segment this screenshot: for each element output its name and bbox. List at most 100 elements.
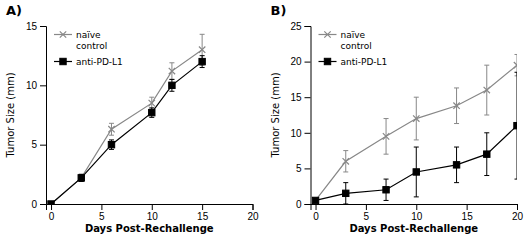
legend-label: naïvecontrol: [341, 30, 372, 51]
point: [343, 190, 349, 196]
x-tick-label: 15: [462, 211, 474, 222]
panel: 051015200510152025Days Post-RechallengeT…: [270, 3, 524, 234]
error-bar: [200, 56, 205, 68]
legend-label-line: anti-PD-L1: [76, 57, 123, 67]
error-bar: [454, 147, 459, 183]
y-tick-label: 25: [290, 21, 302, 32]
x-tick-label: 0: [313, 211, 319, 222]
point: [108, 141, 114, 147]
plot-area: 051015200510152025Days Post-RechallengeT…: [270, 21, 524, 234]
y-tick: 0: [296, 199, 311, 210]
x-axis: 0 5 10 15 20: [47, 204, 259, 222]
legend-label-line: naïve: [341, 30, 366, 40]
x-tick: 5: [99, 204, 105, 222]
point: [413, 115, 419, 121]
legend-label: naïvecontrol: [76, 30, 107, 51]
y-tick-label: 15: [290, 92, 302, 103]
point: [453, 162, 459, 168]
y-tick: 20: [290, 56, 310, 67]
point: [484, 151, 490, 157]
x-tick: 20: [512, 204, 524, 222]
error-bar: [484, 133, 489, 176]
legend: naïvecontrol anti-PD-L1: [54, 30, 123, 67]
legend-entry: naïvecontrol: [54, 30, 107, 51]
x-tick-mark: [366, 204, 367, 210]
y-tick: 15: [26, 21, 46, 32]
panel-title: A): [6, 3, 22, 18]
error-bar: [109, 123, 114, 135]
x-tick-label: 10: [147, 211, 159, 222]
y-tick-mark: [305, 204, 311, 205]
point: [48, 201, 54, 204]
y-tick: 10: [26, 80, 46, 91]
point: [169, 68, 175, 74]
x-tick: 20: [247, 204, 259, 222]
point: [312, 197, 318, 203]
y-tick-mark: [40, 145, 46, 146]
plot-area: 05101520051015Days Post-RechallengeTumor…: [5, 21, 259, 234]
x-tick: 5: [364, 204, 370, 222]
legend-label-line: anti-PD-L1: [341, 57, 388, 67]
x-tick: 15: [197, 204, 209, 222]
point: [514, 122, 517, 128]
point: [312, 197, 318, 203]
x-tick-label: 5: [364, 211, 370, 222]
y-axis-line: [305, 27, 312, 205]
x-axis: 05101520: [311, 204, 523, 222]
legend-marker: [60, 31, 66, 37]
point: [514, 62, 517, 68]
y-axis-title: Tumor Size (mm): [270, 72, 281, 158]
x-tick: 10: [147, 204, 159, 222]
x-tick-label: 5: [99, 211, 105, 222]
x-tick-mark: [467, 204, 468, 210]
error-bar: [149, 108, 154, 117]
error-bar: [79, 174, 84, 181]
x-tick: 0: [313, 204, 319, 222]
point: [149, 109, 155, 115]
legend-label-line: control: [76, 41, 107, 51]
legend-label: anti-PD-L1: [341, 57, 388, 67]
legend-marker: [324, 58, 330, 64]
error-bar: [200, 34, 205, 65]
x-axis-title: Days Post-Rechallenge: [85, 223, 214, 234]
error-bar: [169, 63, 174, 80]
point: [383, 133, 389, 139]
x-tick-mark: [416, 204, 417, 210]
series-line: [51, 50, 202, 204]
y-tick-label: 5: [31, 139, 37, 150]
x-tick: 0: [49, 204, 55, 222]
series: [312, 72, 517, 204]
error-bar: [414, 147, 419, 197]
y-tick-label: 0: [296, 199, 302, 210]
y-axis-title: Tumor Size (mm): [5, 72, 16, 158]
error-bar: [343, 151, 348, 172]
data-marks: [312, 54, 517, 204]
series-line: [316, 65, 517, 200]
legend-entry: anti-PD-L1: [319, 57, 388, 67]
legend-marker: [60, 58, 66, 64]
y-tick-label: 10: [290, 128, 302, 139]
x-tick-mark: [316, 204, 317, 210]
point: [199, 47, 205, 53]
point: [484, 87, 490, 93]
y-tick-mark: [305, 62, 311, 63]
legend-entry: naïvecontrol: [319, 30, 372, 51]
x-axis-line: [311, 205, 518, 211]
y-tick-mark: [305, 168, 311, 169]
y-tick-label: 20: [290, 56, 302, 67]
x-axis-title: Days Post-Rechallenge: [349, 223, 478, 234]
error-bar: [484, 65, 489, 115]
point: [199, 58, 205, 64]
error-bar: [515, 72, 518, 179]
error-bar: [343, 183, 348, 204]
y-tick: 15: [290, 92, 310, 103]
y-axis: 0 5 10 15 20 25: [290, 21, 311, 210]
y-tick-label: 5: [296, 163, 302, 174]
x-tick-label: 0: [49, 211, 55, 222]
point: [453, 103, 459, 109]
x-tick-label: 20: [512, 211, 524, 222]
panel-title: B): [271, 3, 287, 18]
x-tick: 15: [462, 204, 474, 222]
y-tick: 0: [31, 199, 46, 210]
x-tick-mark: [253, 204, 254, 210]
